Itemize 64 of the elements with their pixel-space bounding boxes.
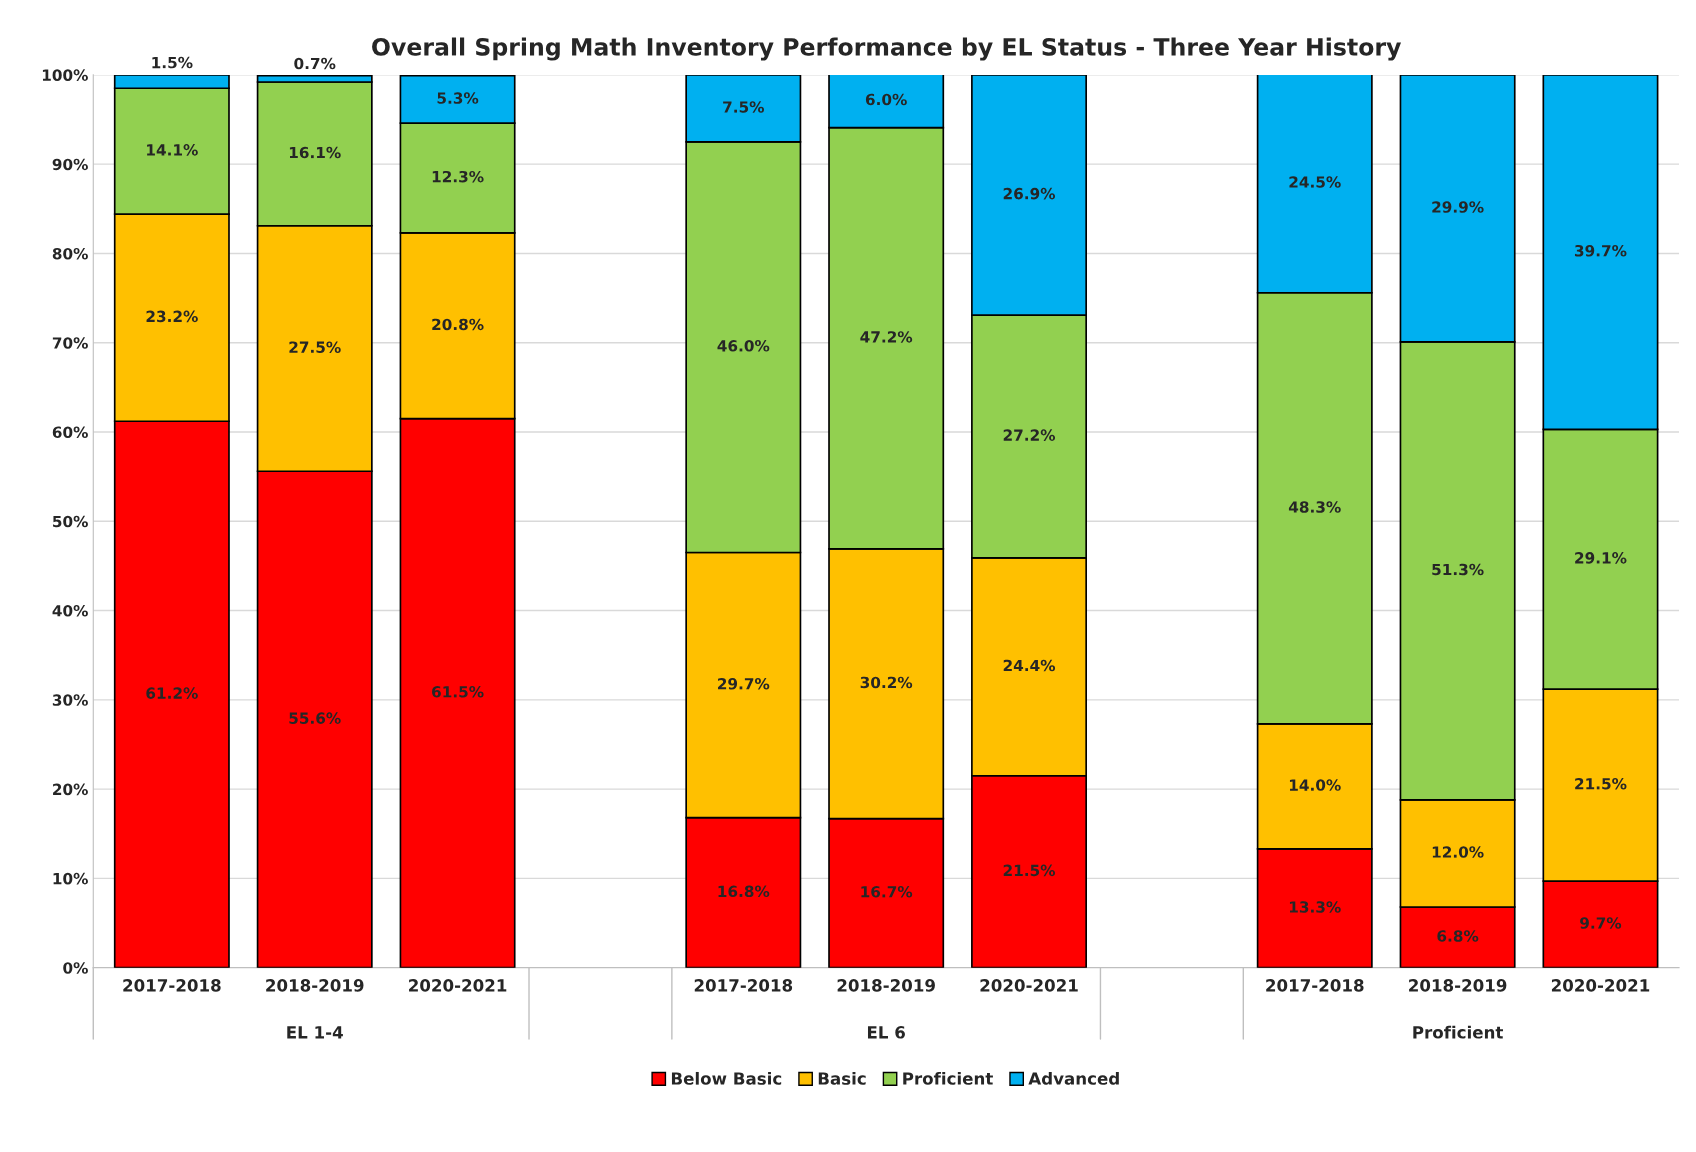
data-label: 7.5% [723, 101, 764, 113]
data-label: 12.0% [1432, 846, 1484, 858]
x-tick-label: 2017-2018 [694, 979, 793, 992]
y-tick-label: 10% [53, 872, 88, 885]
data-label: 24.4% [1003, 659, 1056, 672]
data-label: 20.8% [432, 318, 484, 331]
x-tick-label: 2017-2018 [1266, 979, 1364, 992]
data-label: 51.3% [1432, 563, 1484, 576]
y-tick-label: 60% [52, 426, 88, 439]
data-label: 39.7% [1574, 244, 1627, 257]
data-label: 27.2% [1003, 429, 1056, 441]
data-label: 29.7% [718, 677, 770, 690]
data-label: 23.2% [146, 310, 198, 323]
data-label: 0.7% [294, 57, 336, 70]
y-tick-label: 0% [63, 962, 88, 974]
legend-label: Proficient [903, 1071, 993, 1085]
data-label: 46.0% [717, 340, 770, 352]
data-label: 30.2% [860, 676, 913, 689]
data-label: 14.1% [147, 144, 198, 156]
y-tick-label: 80% [52, 247, 88, 260]
y-tick-label: 100% [42, 69, 88, 81]
data-label: 16.8% [718, 885, 770, 898]
data-label: 61.5% [432, 686, 484, 698]
data-label: 6.0% [865, 93, 907, 106]
text: EL 1-4 [287, 1026, 343, 1039]
text: Proficient [1413, 1025, 1504, 1039]
legend-label: Advanced [1028, 1071, 1119, 1085]
x-tick-label: 2020-2021 [1551, 979, 1650, 992]
y-tick-label: 70% [52, 337, 88, 349]
x-tick-label: 2018-2019 [266, 979, 364, 992]
data-label: 21.5% [1003, 864, 1056, 877]
data-label: 55.6% [289, 712, 341, 724]
x-tick-label: 2018-2019 [837, 979, 935, 992]
data-label: 9.7% [1580, 917, 1622, 929]
data-label: 48.3% [1288, 501, 1341, 513]
y-tick-label: 40% [52, 605, 88, 617]
data-label: 16.1% [289, 146, 341, 159]
data-label: 21.5% [1575, 777, 1627, 790]
y-tick-label: 90% [52, 158, 88, 171]
x-tick-label: 2017-2018 [123, 979, 221, 992]
y-tick-label: 50% [53, 515, 88, 528]
data-label: 14.0% [1289, 779, 1341, 791]
data-label: 5.3% [437, 92, 479, 104]
data-label: 61.2% [146, 687, 198, 699]
data-label: 26.9% [1003, 187, 1056, 200]
data-label: 6.8% [1437, 930, 1479, 942]
x-tick-label: 2020-2021 [409, 979, 507, 992]
y-tick-label: 20% [53, 783, 88, 796]
data-label: 13.3% [1289, 901, 1341, 913]
data-label: 12.3% [432, 170, 484, 183]
data-label: 16.7% [861, 886, 913, 898]
legend-label: Basic [818, 1071, 866, 1085]
data-label: 27.5% [289, 341, 341, 353]
legend-label: Below Basic [671, 1071, 782, 1085]
data-label: 47.2% [860, 331, 913, 343]
x-tick-label: 2018-2019 [1409, 979, 1507, 992]
x-tick-label: 2020-2021 [980, 979, 1078, 992]
data-label: 24.5% [1289, 176, 1341, 188]
data-label: 29.9% [1432, 201, 1484, 213]
data-label: 29.1% [1575, 552, 1627, 564]
data-label: 1.5% [152, 56, 193, 69]
chart-title: Overall Spring Math Inventory Performance by EL Status - Three Year History [372, 37, 1402, 61]
text: EL 6 [867, 1026, 905, 1039]
y-tick-label: 30% [52, 694, 88, 706]
